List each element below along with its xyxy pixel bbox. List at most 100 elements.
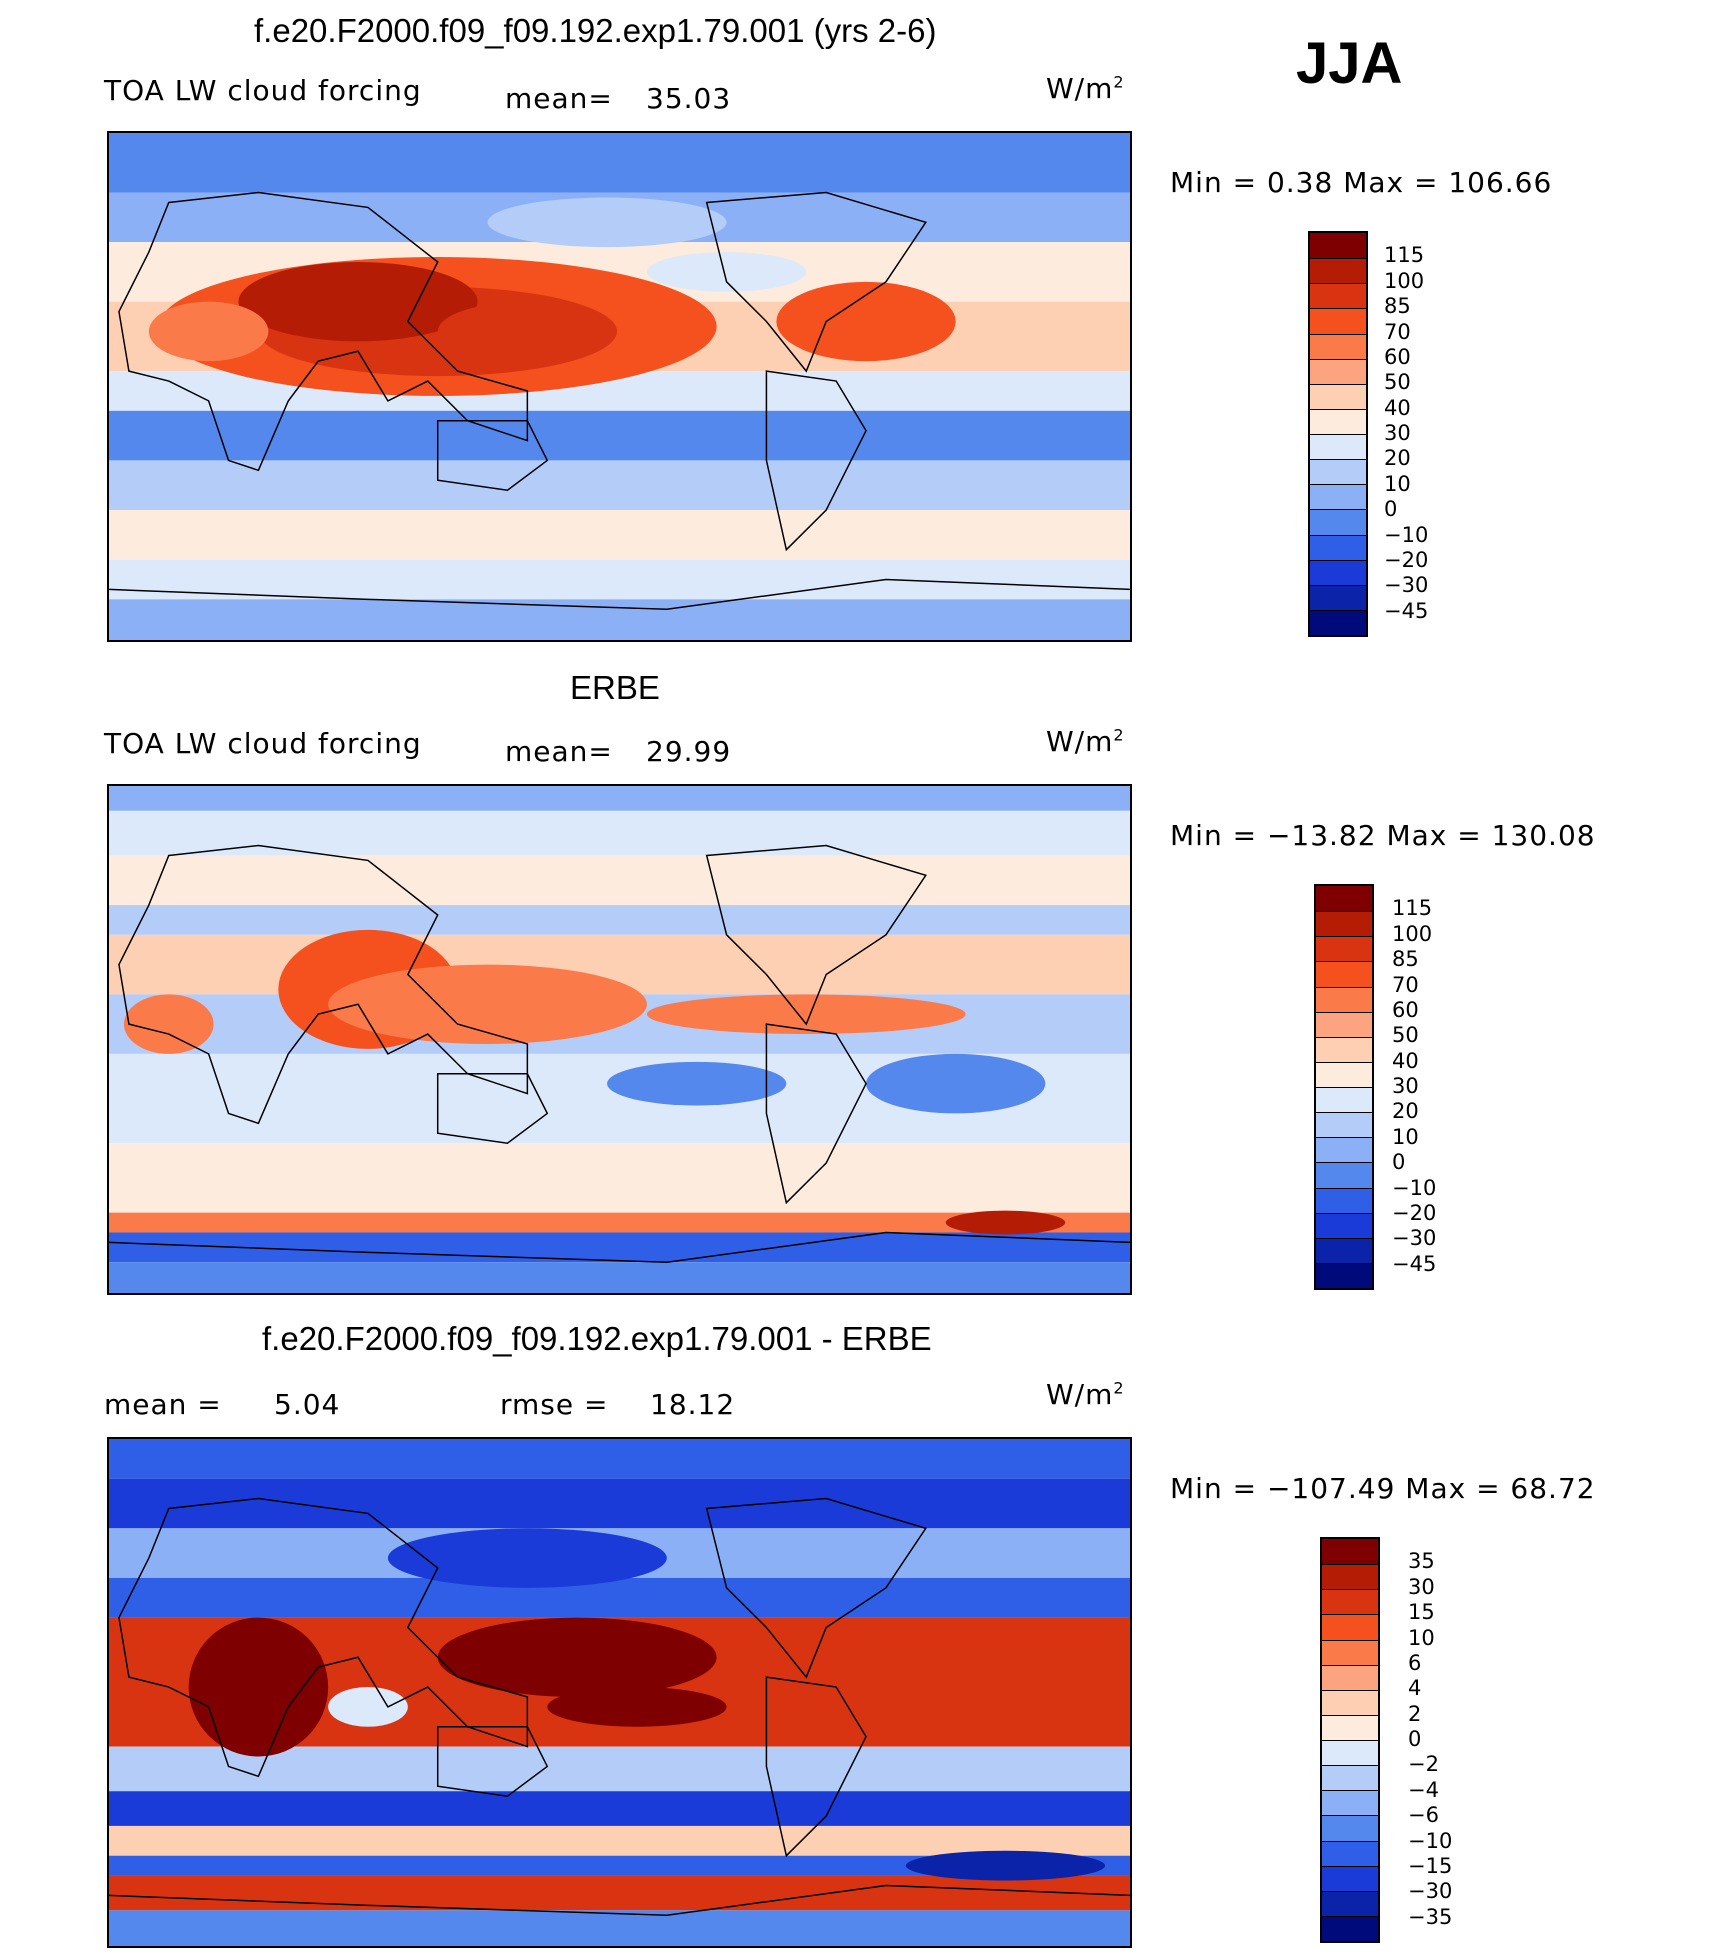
- panel1-minmax: Min = 0.38 Max = 106.66: [1170, 166, 1553, 199]
- colorbar-tick-label: 0: [1384, 497, 1398, 522]
- panel3-map-field: [109, 1439, 1130, 1946]
- field-band: [109, 559, 1130, 600]
- field-anomaly: [905, 1850, 1106, 1881]
- field-band: [109, 855, 1130, 906]
- panel1-mean-label: mean=: [505, 82, 613, 115]
- colorbar-tick-label: −20: [1392, 1200, 1437, 1225]
- colorbar-tick-label: 0: [1408, 1727, 1422, 1751]
- colorbar-swatch: [1322, 1765, 1378, 1791]
- colorbar-swatch: [1316, 1036, 1372, 1062]
- colorbar-swatch: [1322, 1614, 1378, 1640]
- colorbar-tick-label: 70: [1384, 319, 1411, 344]
- field-band: [109, 599, 1130, 640]
- colorbar-tick-label: 60: [1392, 997, 1419, 1022]
- field-band: [109, 1875, 1130, 1911]
- colorbar-swatch: [1310, 383, 1366, 409]
- colorbar-swatch: [1322, 1865, 1378, 1891]
- colorbar-swatch: [1310, 258, 1366, 284]
- colorbar-swatch: [1322, 1815, 1378, 1841]
- coastline: [436, 419, 549, 491]
- coastline: [109, 1231, 1130, 1263]
- colorbar-tick-label: 115: [1384, 243, 1425, 268]
- colorbar-swatch: [1310, 584, 1366, 610]
- coastline: [118, 1497, 529, 1778]
- coastline: [118, 844, 529, 1125]
- panel2-units: W/m2: [1046, 725, 1125, 758]
- colorbar-swatch: [1310, 609, 1366, 635]
- colorbar-swatch: [1310, 283, 1366, 309]
- colorbar-tick-label: 30: [1384, 421, 1411, 445]
- colorbar-swatch: [1310, 484, 1366, 510]
- field-band: [109, 1232, 1130, 1263]
- panel1-colorbar: [1308, 231, 1368, 637]
- colorbar-tick-label: 70: [1392, 972, 1419, 997]
- panel1-title: f.e20.F2000.f09_f09.192.exp1.79.001 (yrs…: [254, 12, 937, 49]
- field-anomaly: [646, 252, 807, 292]
- colorbar-tick-label: 100: [1392, 921, 1433, 946]
- panel3-mean-value: 5.04: [274, 1388, 341, 1421]
- field-band: [109, 1143, 1130, 1213]
- field-band: [109, 460, 1130, 511]
- colorbar-tick-label: 60: [1384, 344, 1411, 369]
- colorbar-swatch: [1310, 233, 1366, 259]
- field-band: [109, 1577, 1130, 1618]
- field-anomaly: [607, 1061, 787, 1106]
- panel3-units: W/m2: [1046, 1378, 1125, 1411]
- colorbar-tick-label: 40: [1392, 1048, 1419, 1073]
- field-band: [109, 1825, 1130, 1856]
- coastline: [705, 191, 927, 373]
- colorbar-swatch: [1322, 1639, 1378, 1665]
- panel1-units: W/m2: [1046, 72, 1125, 105]
- field-anomaly: [123, 994, 214, 1054]
- colorbar-tick-label: −20: [1384, 547, 1429, 572]
- coastline: [765, 1676, 867, 1858]
- panel3-rmse-label: rmse =: [500, 1388, 609, 1421]
- colorbar-swatch: [1316, 1011, 1372, 1037]
- field-anomaly: [547, 1687, 727, 1727]
- colorbar-swatch: [1322, 1664, 1378, 1690]
- colorbar-tick-label: 15: [1408, 1600, 1435, 1625]
- colorbar-tick-label: 50: [1384, 370, 1411, 395]
- colorbar-swatch: [1310, 333, 1366, 359]
- colorbar-swatch: [1310, 534, 1366, 560]
- field-band: [109, 133, 1130, 193]
- colorbar-tick-label: −30: [1408, 1879, 1453, 1904]
- colorbar-swatch: [1310, 559, 1366, 585]
- colorbar-tick-label: −30: [1392, 1226, 1437, 1251]
- colorbar-swatch: [1322, 1714, 1378, 1740]
- field-band: [109, 786, 1130, 811]
- colorbar-swatch: [1322, 1740, 1378, 1766]
- colorbar-tick-label: 10: [1384, 471, 1411, 496]
- colorbar-tick-label: −10: [1408, 1828, 1453, 1853]
- colorbar-tick-label: 30: [1408, 1574, 1435, 1599]
- panel3-title: f.e20.F2000.f09_f09.192.exp1.79.001 - ER…: [262, 1320, 932, 1357]
- colorbar-tick-label: 40: [1384, 395, 1411, 420]
- colorbar-swatch: [1316, 936, 1372, 962]
- colorbar-swatch: [1322, 1539, 1378, 1565]
- field-anomaly: [776, 281, 956, 362]
- colorbar-tick-label: −10: [1384, 522, 1429, 547]
- colorbar-swatch: [1316, 1061, 1372, 1087]
- colorbar-swatch: [1316, 911, 1372, 937]
- colorbar-tick-label: 4: [1408, 1676, 1422, 1701]
- field-band: [109, 1212, 1130, 1233]
- colorbar-swatch: [1316, 1237, 1372, 1263]
- field-band: [109, 1791, 1130, 1826]
- colorbar-tick-label: −15: [1408, 1853, 1453, 1878]
- field-anomaly: [328, 964, 647, 1044]
- colorbar-tick-label: −45: [1392, 1251, 1437, 1276]
- coastline: [765, 370, 867, 552]
- coastline: [705, 1497, 927, 1679]
- colorbar-tick-label: 20: [1392, 1099, 1419, 1124]
- colorbar-swatch: [1316, 961, 1372, 987]
- colorbar-tick-label: 85: [1384, 294, 1411, 319]
- field-band: [109, 810, 1130, 856]
- panel1-map: [107, 131, 1132, 642]
- colorbar-swatch: [1322, 1589, 1378, 1615]
- colorbar-swatch: [1316, 1112, 1372, 1138]
- field-anomaly: [487, 197, 727, 248]
- colorbar-tick-label: −6: [1408, 1803, 1439, 1828]
- field-band: [109, 410, 1130, 461]
- colorbar-tick-label: 30: [1392, 1074, 1419, 1098]
- field-anomaly: [646, 994, 966, 1035]
